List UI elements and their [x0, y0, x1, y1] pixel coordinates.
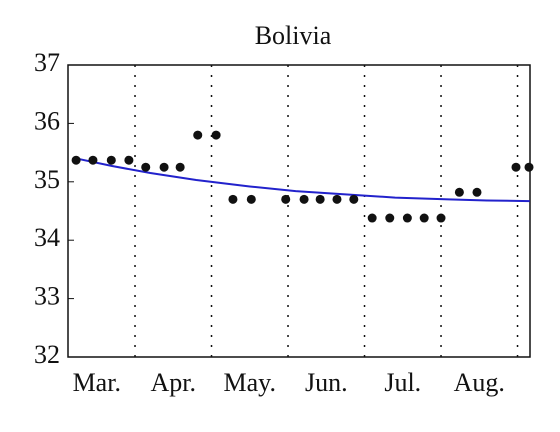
point [141, 162, 151, 172]
point [419, 213, 429, 223]
y-tick-label: 32 [34, 340, 60, 369]
y-tick-label: 34 [34, 223, 60, 252]
x-tick-label: Jul. [384, 368, 421, 397]
chart-title: Bolivia [255, 21, 332, 50]
x-tick-label: May. [224, 368, 276, 397]
point [246, 194, 256, 204]
point [524, 162, 534, 172]
x-tick-label: Apr. [151, 368, 197, 397]
point [193, 130, 203, 140]
point [436, 213, 446, 223]
point [281, 194, 291, 204]
point [175, 162, 185, 172]
point [315, 194, 325, 204]
point [332, 194, 342, 204]
x-tick-label: Aug. [454, 368, 505, 397]
point [71, 155, 81, 165]
point [228, 194, 238, 204]
y-tick-label: 33 [34, 282, 60, 311]
point [511, 162, 521, 172]
point [124, 155, 134, 165]
point [88, 155, 98, 165]
point [454, 187, 464, 197]
point [385, 213, 395, 223]
point [349, 194, 359, 204]
y-tick-label: 36 [34, 106, 60, 135]
fit-line [75, 157, 530, 203]
y-tick-label: 37 [34, 48, 60, 77]
point [106, 155, 116, 165]
point [211, 130, 221, 140]
x-tick-label: Mar. [73, 368, 121, 397]
point [299, 194, 309, 204]
y-tick-label: 35 [34, 165, 60, 194]
point [367, 213, 377, 223]
point [159, 162, 169, 172]
point [472, 187, 482, 197]
plot-frame [67, 64, 531, 358]
x-tick-label: Jun. [305, 368, 348, 397]
point [402, 213, 412, 223]
